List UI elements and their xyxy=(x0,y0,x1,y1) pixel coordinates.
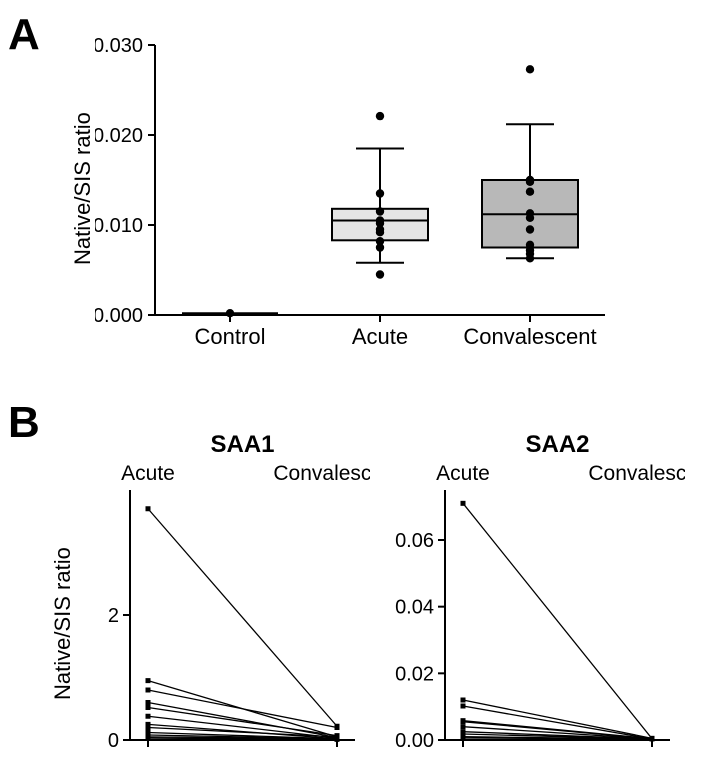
svg-text:Convalescent: Convalescent xyxy=(588,462,685,485)
svg-text:Acute: Acute xyxy=(352,324,408,349)
svg-text:Control: Control xyxy=(195,324,266,349)
svg-text:Acute: Acute xyxy=(121,462,175,485)
panel-b-ylabel: Native/SIS ratio xyxy=(50,547,76,700)
svg-text:0.00: 0.00 xyxy=(395,730,434,752)
panel-b-chart-saa2: SAA2 Acute Convalescent 0.00 0.02 0.04 0.06 xyxy=(375,430,685,760)
svg-text:0: 0 xyxy=(108,730,119,752)
svg-text:Acute: Acute xyxy=(436,462,490,485)
svg-text:SAA2: SAA2 xyxy=(525,431,589,458)
svg-text:0.000: 0.000 xyxy=(95,305,143,327)
svg-text:0.030: 0.030 xyxy=(95,35,143,57)
panel-a-label: A xyxy=(8,10,40,60)
svg-text:0.020: 0.020 xyxy=(95,125,143,147)
svg-text:0.02: 0.02 xyxy=(395,663,434,685)
svg-text:0.06: 0.06 xyxy=(395,530,434,552)
figure-root: A B 0.000 0.010 0.020 0.030 Control Acute Conv… xyxy=(0,0,708,744)
panel-b-chart-saa1: SAA1 Acute Convalescent 0 2 xyxy=(60,430,370,760)
svg-text:SAA1: SAA1 xyxy=(210,431,274,458)
panel-a-chart: 0.000 0.010 0.020 0.030 Control Acute Convales… xyxy=(95,35,625,365)
panel-b-label: B xyxy=(8,398,40,448)
svg-text:0.04: 0.04 xyxy=(395,597,434,619)
svg-text:Convalescent: Convalescent xyxy=(273,462,370,485)
svg-text:Convalescent: Convalescent xyxy=(463,324,596,349)
svg-text:2: 2 xyxy=(108,605,119,627)
panel-a-ylabel: Native/SIS ratio xyxy=(70,112,96,265)
svg-text:0.010: 0.010 xyxy=(95,215,143,237)
